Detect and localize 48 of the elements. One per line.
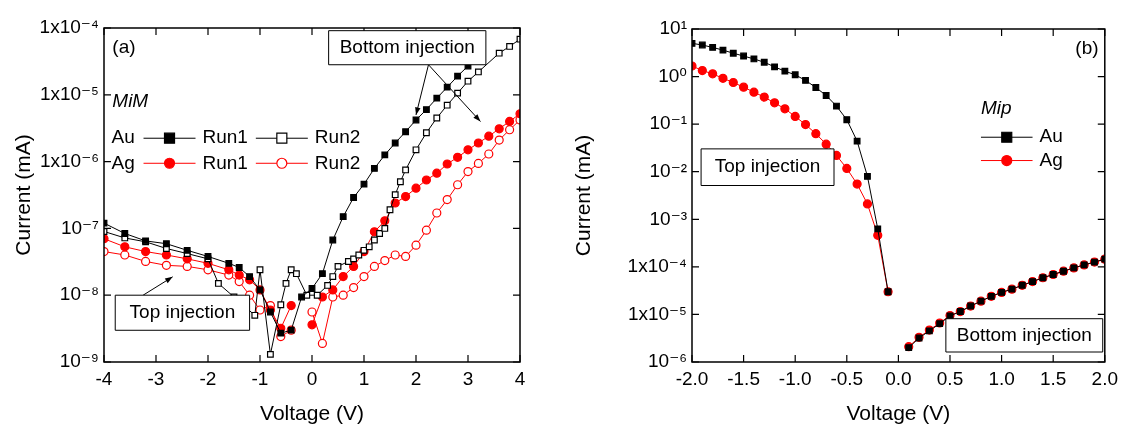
y-tick-label: 1x10⁻⁵ [39, 83, 99, 105]
x-tick-label: -1.0 [778, 367, 812, 389]
x-tick-label: 0.0 [885, 367, 912, 389]
legend-label: Run1 [202, 151, 248, 173]
x-tick-label: 0.5 [936, 367, 964, 389]
x-tick-label: 2 [410, 367, 422, 389]
y-tick-label: 1x10⁻⁴ [627, 255, 687, 277]
annotation: Top injection [129, 300, 236, 322]
legend-title: Mip [980, 97, 1012, 119]
legend-label: Run1 [202, 126, 248, 148]
y-tick-label: 1x10⁻⁴ [39, 16, 99, 38]
y-tick-label: 10⁻⁷ [60, 216, 100, 238]
x-tick-label: 0 [306, 367, 318, 389]
annotation: Ag [111, 151, 135, 173]
y-tick-label: 10¹ [659, 17, 687, 39]
y-axis-title: Current (mA) [571, 134, 595, 257]
legend-label: Ag [1039, 148, 1063, 170]
x-axis-title: Voltage (V) [260, 401, 364, 425]
y-tick-label: 10⁻¹ [649, 112, 687, 134]
x-tick-label: -0.5 [830, 367, 864, 389]
y-tick-label: 1x10⁻⁶ [39, 149, 99, 171]
x-axis-title: Voltage (V) [846, 401, 951, 425]
legend-title: MiM [112, 89, 149, 111]
y-tick-label: 10⁻² [649, 159, 687, 181]
y-tick-label: 10⁻⁸ [59, 283, 99, 305]
x-tick-label: 1 [358, 367, 370, 389]
legend-label: Au [1039, 125, 1063, 147]
y-tick-label: 1x10⁻⁵ [627, 302, 687, 324]
y-axis-title: Current (mA) [11, 134, 35, 256]
x-tick-label: 1.5 [1039, 367, 1067, 389]
x-tick-label: -1 [251, 367, 269, 389]
annotation: (b) [1075, 37, 1099, 59]
annotation: Bottom injection [956, 323, 1092, 345]
annotation: Top injection [714, 155, 821, 177]
legend-label: Run2 [314, 151, 361, 173]
x-tick-label: 3 [462, 367, 474, 389]
x-tick-label: -3 [147, 367, 165, 389]
x-tick-label: 2.0 [1091, 367, 1118, 389]
y-tick-label: 10⁻³ [649, 207, 687, 229]
legend-label: Run2 [314, 126, 361, 148]
annotation: (a) [112, 36, 136, 58]
x-tick-label: -2 [199, 367, 217, 389]
x-tick-label: 4 [514, 367, 526, 389]
annotation: Bottom injection [339, 35, 475, 57]
x-tick-label: -1.5 [727, 367, 760, 389]
annotation: Au [111, 126, 135, 148]
y-tick-label: 10⁰ [658, 64, 687, 86]
x-tick-label: 1.0 [988, 367, 1015, 389]
